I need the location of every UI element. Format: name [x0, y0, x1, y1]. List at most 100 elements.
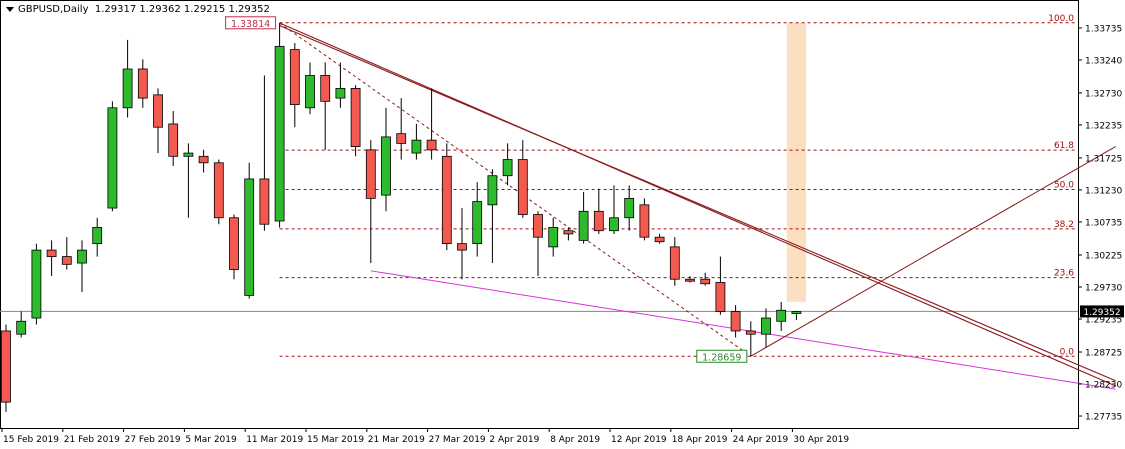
candle-body [396, 133, 407, 144]
y-tick-label: 1.28230 [1085, 381, 1122, 391]
x-tick-label: 12 Apr 2019 [611, 435, 667, 445]
candle-body [213, 162, 224, 219]
candle-body [700, 278, 711, 285]
x-tick-label: 5 Mar 2019 [185, 435, 237, 445]
fib-level-label: 50.0 [1054, 181, 1074, 191]
candle-body [107, 107, 118, 209]
y-tick-label: 1.33240 [1085, 56, 1122, 66]
candle-body [578, 210, 589, 241]
candle-body [791, 311, 802, 314]
candle-body [669, 246, 680, 280]
candle-body [274, 45, 285, 222]
candle-body [593, 210, 604, 232]
candle-body [654, 236, 665, 243]
trend-line-rise [750, 146, 1116, 357]
x-tick-label: 11 Mar 2019 [246, 435, 303, 445]
candle-body [46, 249, 57, 257]
candle-body [259, 178, 270, 225]
x-tick-label: 27 Mar 2019 [429, 435, 486, 445]
candle-body [457, 243, 467, 251]
low-price-label: 1.28659 [702, 352, 741, 363]
candle-body [122, 68, 133, 109]
fib-level-label: 100.0 [1048, 14, 1074, 24]
candle-body [244, 178, 255, 296]
candle-body [335, 87, 346, 99]
symbol-label: GBPUSD,Daily [18, 4, 89, 15]
candle-body [609, 217, 619, 232]
candle-body [624, 197, 635, 219]
y-tick-label: 1.28725 [1085, 348, 1122, 358]
candle-body [305, 75, 315, 109]
x-tick-label: 18 Apr 2019 [672, 435, 728, 445]
chart-header: GBPUSD,Daily 1.29317 1.29362 1.29215 1.2… [6, 4, 270, 15]
candle-body [92, 227, 103, 245]
fib-level-label: 0.0 [1060, 347, 1075, 357]
candle-body [31, 249, 42, 319]
y-tick-label: 1.31230 [1085, 186, 1122, 196]
candle-body [320, 75, 331, 102]
low-price-box [696, 349, 748, 363]
trend-line-support [370, 270, 1116, 390]
high-price-box [225, 16, 277, 30]
candle-body [1, 330, 11, 403]
fib-level-label: 61.8 [1054, 141, 1074, 151]
candle-body [289, 49, 300, 105]
highlight-zone [786, 23, 806, 302]
candle-body [183, 152, 194, 157]
candle-body [517, 159, 528, 215]
y-tick-label: 1.31725 [1085, 154, 1122, 164]
x-tick-label: 27 Feb 2019 [125, 435, 181, 445]
trend-line-dashed-decline [279, 22, 752, 357]
y-tick-label: 1.29730 [1085, 283, 1122, 293]
candle-body [487, 175, 498, 206]
x-tick-label: 24 Apr 2019 [733, 435, 789, 445]
y-tick-label: 1.32730 [1085, 89, 1122, 99]
candle-body [198, 155, 209, 164]
candle-body [153, 94, 163, 128]
x-tick-label: 21 Feb 2019 [64, 435, 120, 445]
ohlc-values: 1.29317 1.29362 1.29215 1.29352 [94, 4, 270, 15]
x-tick-label: 15 Mar 2019 [307, 435, 364, 445]
candle-body [168, 123, 179, 157]
candle-body [639, 204, 650, 238]
current-price-tag [1080, 305, 1124, 318]
x-tick-label: 30 Apr 2019 [793, 435, 849, 445]
high-price-label: 1.33814 [231, 19, 270, 30]
y-tick-label: 1.29235 [1085, 316, 1122, 326]
y-tick-label: 1.30735 [1085, 218, 1122, 228]
candle-body [16, 320, 27, 335]
candle-body [730, 311, 741, 332]
x-tick-label: 21 Mar 2019 [368, 435, 425, 445]
candle-body [776, 309, 787, 322]
y-tick-label: 1.33735 [1085, 24, 1122, 34]
candle-body [77, 249, 87, 264]
candle-body [365, 149, 376, 199]
candle-body [426, 139, 437, 151]
trend-line-resistance-outer [279, 22, 1116, 387]
candle-body [533, 214, 543, 238]
trend-line-resistance-inner [279, 25, 1116, 382]
candle-body [472, 201, 483, 245]
current-price-label: 1.29352 [1083, 308, 1120, 318]
candle-body [761, 317, 771, 335]
candle-body [502, 159, 513, 177]
candle-body [61, 256, 72, 265]
dropdown-arrow-icon[interactable] [6, 6, 14, 12]
candle-body [715, 282, 726, 312]
candle-body [563, 230, 574, 235]
y-tick-label: 1.32235 [1085, 121, 1122, 131]
x-tick-label: 8 Apr 2019 [550, 435, 600, 445]
candle-body [411, 139, 422, 154]
y-tick-label: 1.30225 [1085, 251, 1122, 261]
candle-body [381, 136, 391, 196]
plot-frame [0, 0, 1079, 429]
x-tick-label: 15 Feb 2019 [3, 435, 59, 445]
candle-body [685, 278, 695, 282]
candle-body [350, 87, 361, 148]
candle-body [745, 330, 756, 335]
x-tick-label: 2 Apr 2019 [489, 435, 539, 445]
candle-body [441, 155, 452, 245]
fib-level-label: 23.6 [1054, 269, 1074, 279]
candle-body [229, 217, 239, 270]
